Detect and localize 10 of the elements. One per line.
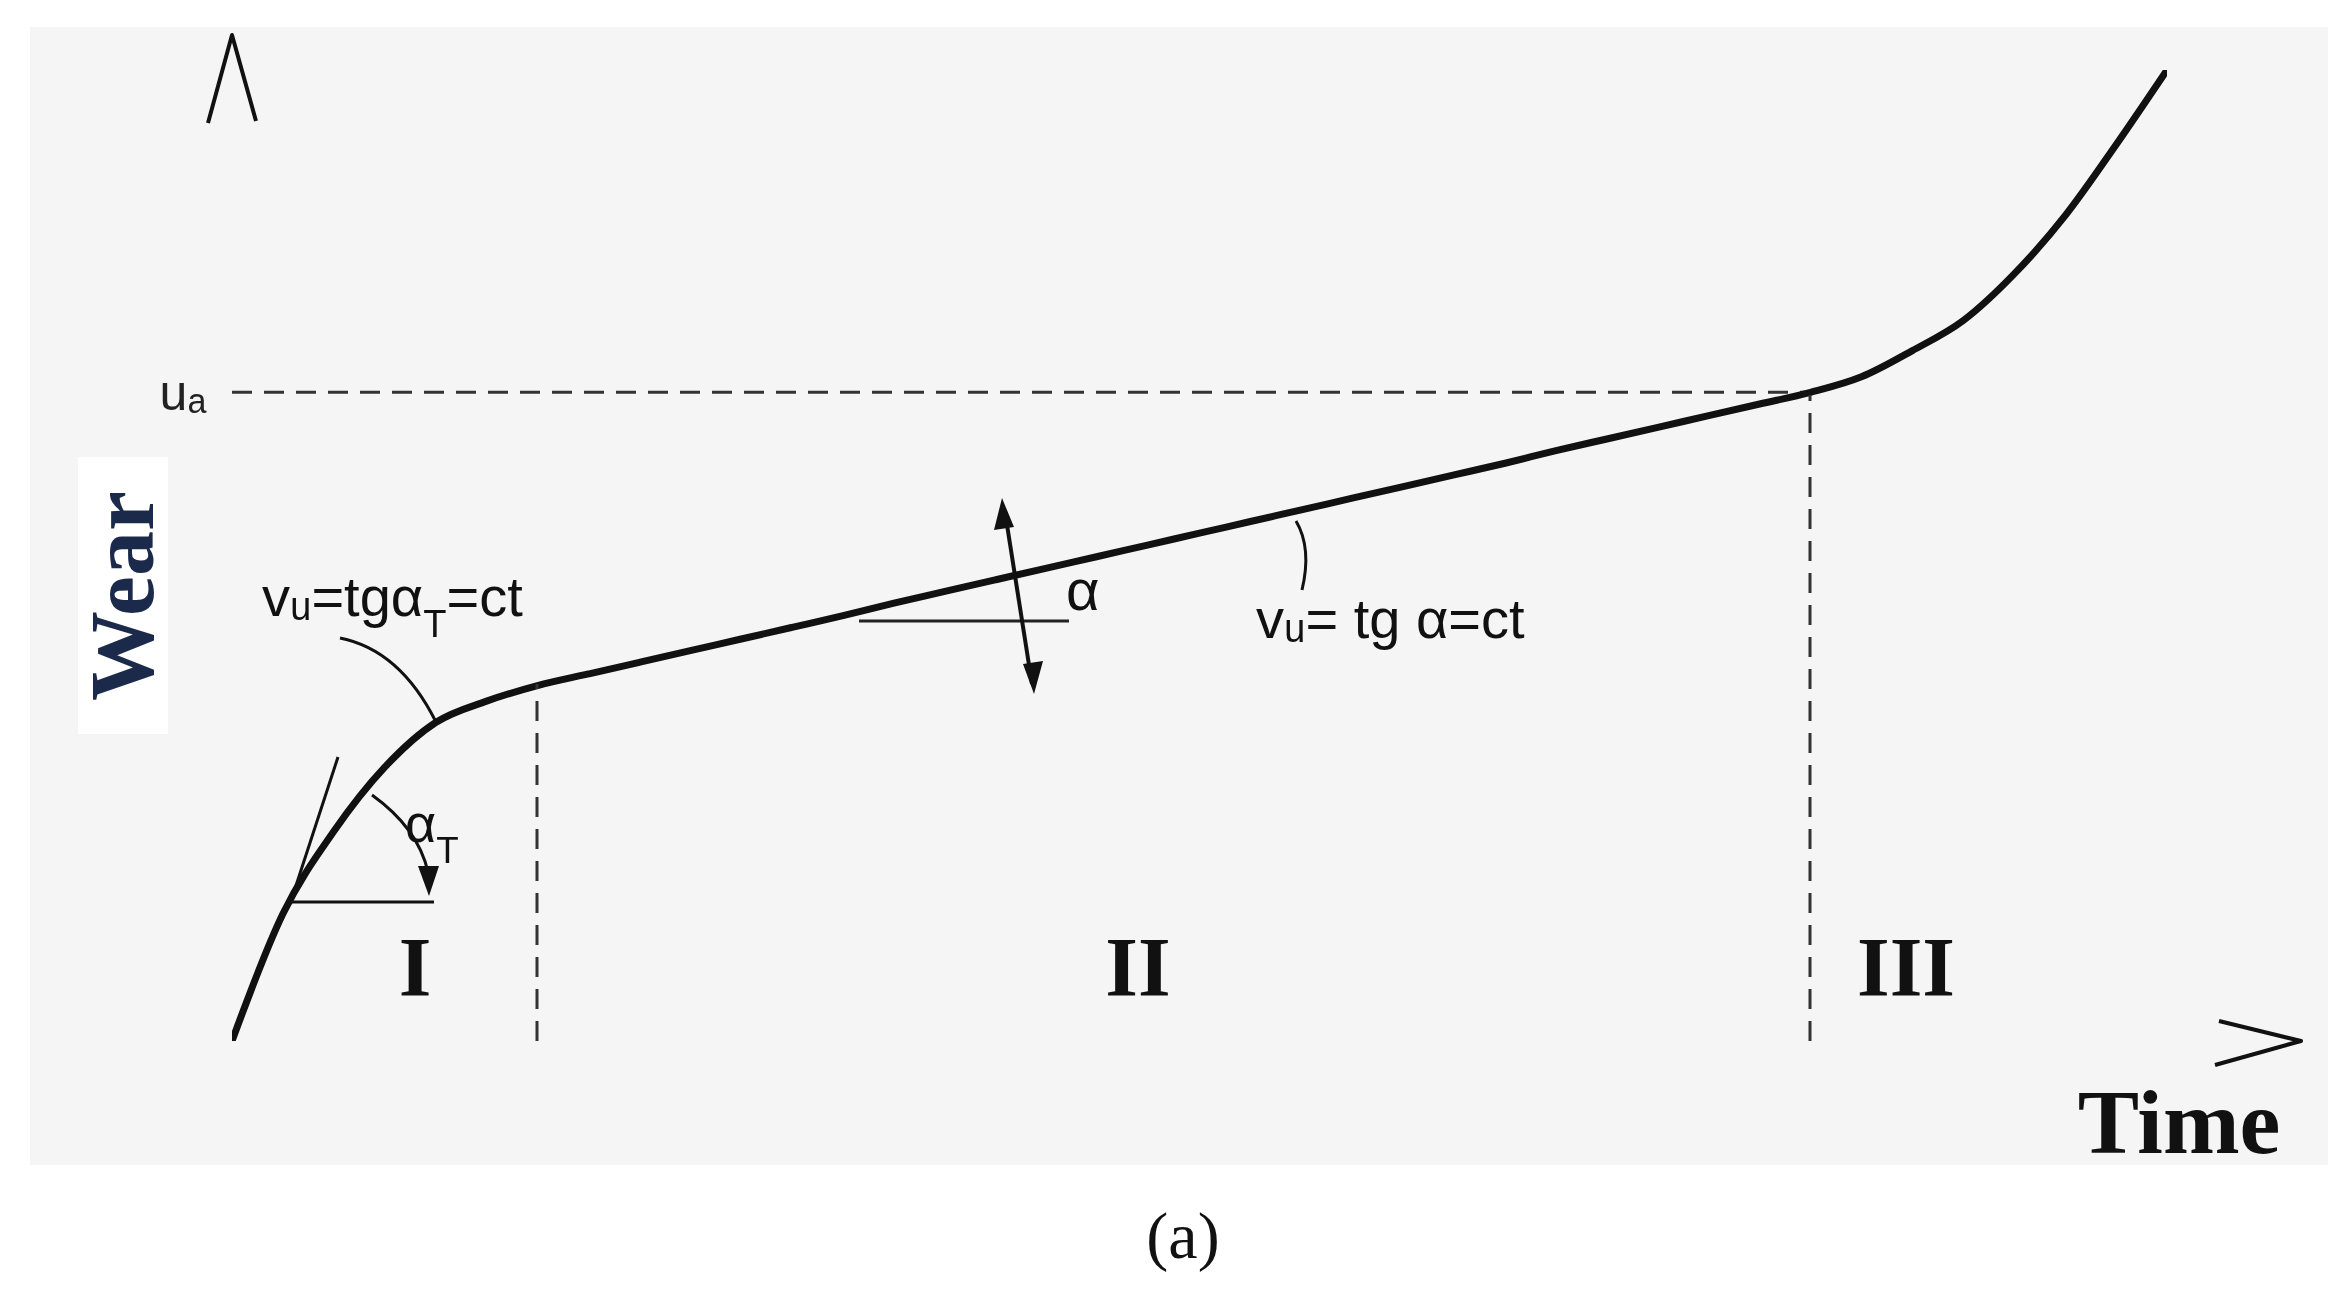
- ref-line-label: uₐ: [159, 365, 207, 422]
- text: (a): [1146, 1199, 1220, 1273]
- annotation: II: [1105, 921, 1171, 1014]
- annotation: α: [1066, 557, 1100, 622]
- annotation: I: [398, 921, 432, 1014]
- y-axis-title: Wear: [73, 490, 172, 701]
- x-axis-title: Time: [2077, 1071, 2281, 1173]
- annotation: vᵤ=tgα$_{T}$=ct: [262, 565, 524, 645]
- annotation: III: [1856, 921, 1956, 1014]
- annotation: vᵤ= tg α=ct: [1256, 587, 1526, 650]
